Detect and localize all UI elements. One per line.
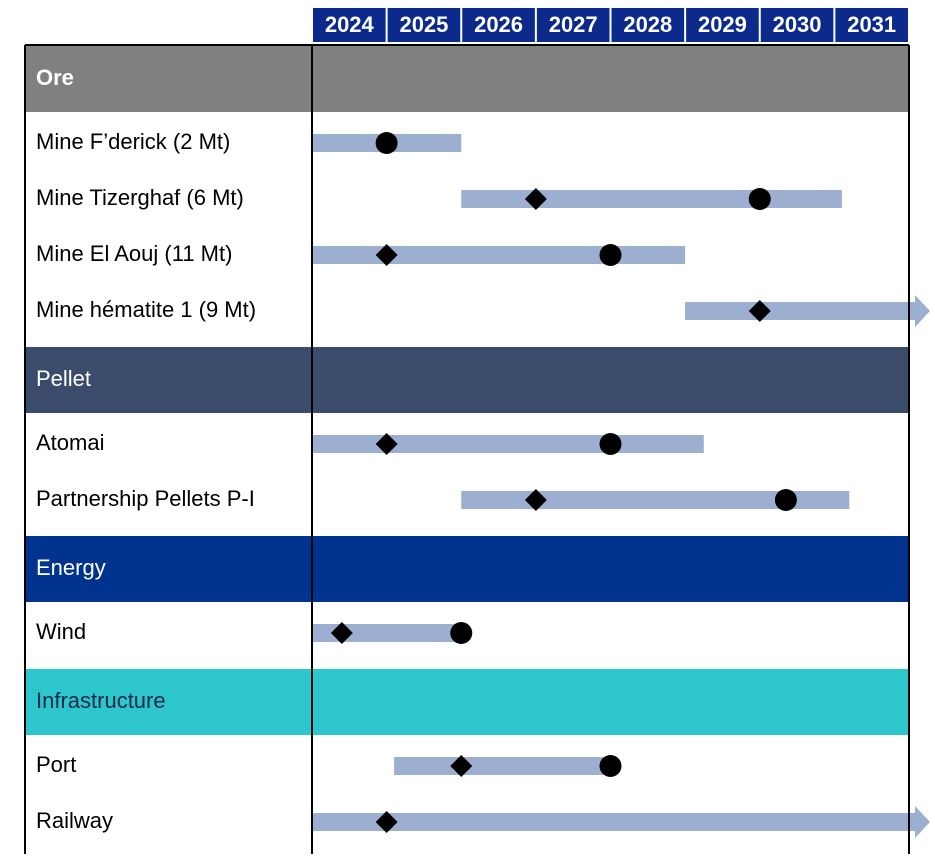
section-band	[25, 46, 909, 112]
milestone-circle	[599, 755, 622, 777]
year-label: 2029	[698, 12, 747, 37]
year-label: 2026	[474, 12, 523, 37]
year-label: 2024	[325, 12, 375, 37]
task-label: Partnership Pellets P-I	[36, 486, 255, 511]
task-bar	[312, 435, 704, 453]
task-bar	[461, 190, 842, 208]
milestone-diamond	[748, 300, 771, 322]
task-label: Mine Tizerghaf (6 Mt)	[36, 185, 244, 210]
milestone-diamond	[375, 433, 398, 455]
milestone-circle	[748, 188, 771, 210]
milestone-circle	[450, 622, 473, 644]
year-label: 2031	[847, 12, 896, 37]
task-label: Atomai	[36, 430, 104, 455]
year-label: 2028	[623, 12, 672, 37]
task-label: Mine El Aouj (11 Mt)	[36, 241, 232, 266]
year-header	[387, 8, 461, 42]
task-bar	[461, 491, 850, 509]
section-band	[25, 347, 909, 413]
year-header	[686, 8, 759, 42]
task-label: Mine hématite 1 (9 Mt)	[36, 297, 256, 322]
year-label: 2030	[773, 12, 822, 37]
year-header	[462, 8, 535, 42]
task-label: Railway	[36, 808, 113, 833]
task-label: Wind	[36, 619, 86, 644]
year-label: 2027	[549, 12, 598, 37]
section-label: Ore	[36, 65, 74, 90]
milestone-diamond	[375, 811, 398, 833]
milestone-circle	[774, 489, 797, 511]
year-label: 2025	[399, 12, 448, 37]
milestone-circle	[599, 433, 622, 455]
task-label: Mine F’derick (2 Mt)	[36, 129, 230, 154]
task-bar	[312, 246, 686, 264]
milestone-diamond	[330, 622, 353, 644]
year-header	[536, 8, 610, 42]
section-label: Pellet	[36, 366, 91, 391]
year-header	[760, 8, 834, 42]
task-label: Port	[36, 752, 76, 777]
milestone-diamond	[524, 489, 547, 511]
milestone-circle	[599, 244, 622, 266]
milestone-diamond	[524, 188, 547, 210]
section-label: Infrastructure	[36, 688, 166, 713]
section-label: Energy	[36, 555, 106, 580]
task-bar	[685, 295, 930, 327]
task-bar	[312, 624, 462, 642]
task-bar	[394, 757, 611, 775]
section-band	[25, 536, 909, 602]
year-header	[835, 8, 908, 42]
section-band	[25, 669, 909, 735]
milestone-diamond	[450, 755, 473, 777]
task-bar	[312, 806, 930, 838]
milestone-circle	[375, 132, 398, 154]
milestone-diamond	[375, 244, 398, 266]
year-header	[313, 8, 386, 42]
year-header	[611, 8, 685, 42]
